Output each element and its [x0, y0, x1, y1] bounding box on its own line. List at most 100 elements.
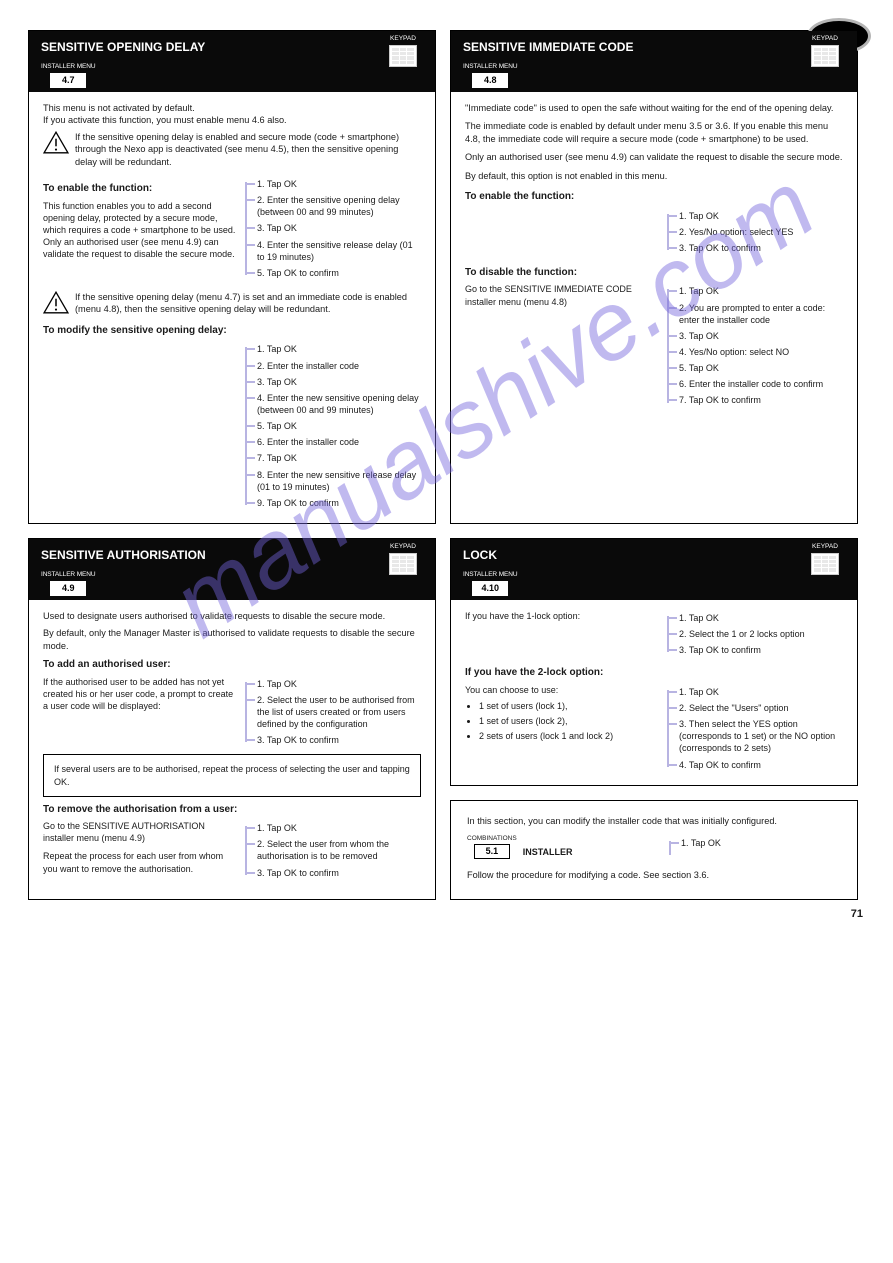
step: 1. Tap OK	[679, 208, 843, 224]
bullet: 1 set of users (lock 1),	[479, 700, 659, 712]
menu-tab: 4.10	[472, 581, 508, 596]
bullet: 1 set of users (lock 2),	[479, 715, 659, 727]
step: 3. Tap OK to confirm	[257, 865, 421, 881]
left-note: If the authorised user to be added has n…	[43, 676, 237, 712]
left-note: Go to the SENSITIVE IMMEDIATE CODE insta…	[465, 283, 659, 307]
warning-block-2: If the sensitive opening delay (menu 4.7…	[43, 291, 421, 316]
left-column: To enable the function: This function en…	[43, 176, 237, 260]
section-enable: To enable the function: This function en…	[43, 176, 421, 281]
step: 9. Tap OK to confirm	[257, 495, 421, 511]
step: 1. Tap OK	[679, 610, 843, 626]
panel-sensitive-immediate-code: SENSITIVE IMMEDIATE CODE INSTALLER MENU …	[450, 30, 858, 524]
panel-lock: LOCK INSTALLER MENU 4.10 KEYPAD If you h…	[450, 538, 858, 786]
panel-body: If you have the 1-lock option: 1. Tap OK…	[451, 600, 857, 785]
bullet: 2 sets of users (lock 1 and lock 2)	[479, 730, 659, 742]
step: 4. Tap OK to confirm	[679, 757, 843, 773]
step-list: 1. Tap OK 2. Select the "Users" option 3…	[667, 684, 843, 773]
keypad-indicator: KEYPAD	[811, 35, 839, 67]
tab-group: INSTALLER MENU 4.7	[41, 63, 95, 88]
step: 5. Tap OK	[257, 418, 421, 434]
intro: Used to designate users authorised to va…	[43, 610, 421, 622]
panel-body: This menu is not activated by default. I…	[29, 92, 435, 523]
step: 5. Tap OK to confirm	[257, 265, 421, 281]
warning-block-1: If the sensitive opening delay is enable…	[43, 131, 421, 168]
panel-title: SENSITIVE AUTHORISATION	[41, 547, 423, 563]
panel-header: SENSITIVE OPENING DELAY INSTALLER MENU 4…	[29, 31, 435, 92]
menu-tab: 4.8	[472, 73, 508, 88]
step: 2. Enter the installer code	[257, 358, 421, 374]
left-note: Go to the SENSITIVE AUTHORISATION instal…	[43, 820, 237, 844]
menu-tab: 4.7	[50, 73, 86, 88]
menu-tab: 4.9	[50, 581, 86, 596]
step: 1. Tap OK	[679, 684, 843, 700]
boxed-note: If several users are to be authorised, r…	[43, 754, 421, 796]
tab-label: INSTALLER MENU	[41, 63, 95, 72]
section-heading: To enable the function:	[465, 190, 843, 204]
step: 1. Tap OK	[257, 820, 421, 836]
step: 3. Tap OK	[679, 328, 843, 344]
panel-title: SENSITIVE OPENING DELAY	[41, 39, 423, 55]
step: 3. Tap OK to confirm	[679, 240, 843, 256]
keypad-icon	[389, 45, 417, 67]
step-rail	[667, 690, 669, 767]
right-bottom-column: LOCK INSTALLER MENU 4.10 KEYPAD If you h…	[450, 538, 858, 900]
step: 2. Yes/No option: select YES	[679, 224, 843, 240]
menu-tab: 5.1	[474, 844, 510, 859]
keypad-indicator: KEYPAD	[811, 543, 839, 575]
keypad-label: KEYPAD	[812, 543, 838, 552]
prelude: Only an authorised user (see menu 4.9) c…	[465, 151, 843, 163]
combos-intro: In this section, you can modify the inst…	[467, 815, 841, 827]
step: 2. Select the 1 or 2 locks option	[679, 626, 843, 642]
step: 2. Select the user from whom the authori…	[257, 836, 421, 864]
step-list: 1. Tap OK 2. Select the user from whom t…	[245, 820, 421, 881]
warning-icon	[43, 131, 69, 154]
step-list: 1. Tap OK 2. Enter the sensitive opening…	[245, 176, 421, 281]
note-line: This menu is not activated by default.	[43, 102, 421, 114]
step-list: 1. Tap OK 2. Yes/No option: select YES 3…	[667, 208, 843, 256]
left-column: You can choose to use: 1 set of users (l…	[465, 684, 659, 746]
step: 1. Tap OK	[257, 176, 421, 192]
step: 4. Enter the sensitive release delay (01…	[257, 237, 421, 265]
step: 3. Tap OK to confirm	[679, 642, 843, 658]
tab-group: COMBINATIONS 5.1	[467, 835, 517, 859]
step: 2. Select the user to be authorised from…	[257, 692, 421, 732]
tab-label: COMBINATIONS	[467, 835, 517, 844]
keypad-indicator: KEYPAD	[389, 543, 417, 575]
step: 6. Enter the installer code	[257, 434, 421, 450]
page-number: 71	[851, 907, 863, 922]
warning-icon	[43, 291, 69, 314]
left-note: You can choose to use:	[465, 684, 659, 696]
keypad-icon	[811, 553, 839, 575]
panel-header: SENSITIVE AUTHORISATION INSTALLER MENU 4…	[29, 539, 435, 600]
keypad-label: KEYPAD	[390, 543, 416, 552]
section-add: If the authorised user to be added has n…	[43, 676, 421, 749]
installer-label: INSTALLER	[523, 846, 573, 859]
combos-row: COMBINATIONS 5.1 INSTALLER 1. Tap OK	[467, 835, 841, 859]
combinations-box: In this section, you can modify the inst…	[450, 800, 858, 901]
keypad-indicator: KEYPAD	[389, 35, 417, 67]
left-note: Repeat the process for each user from wh…	[43, 850, 237, 874]
prelude: "Immediate code" is used to open the saf…	[465, 102, 843, 114]
combos-note: Follow the procedure for modifying a cod…	[467, 869, 841, 881]
section-disable: Go to the SENSITIVE IMMEDIATE CODE insta…	[465, 283, 843, 408]
step: 2. Enter the sensitive opening delay (be…	[257, 192, 421, 220]
section-heading: To enable the function:	[43, 182, 237, 196]
keypad-icon	[389, 553, 417, 575]
tab-group: INSTALLER MENU 4.8	[463, 63, 517, 88]
step: 2. You are prompted to enter a code: ent…	[679, 300, 843, 328]
step: 1. Tap OK	[681, 835, 841, 851]
section-heading: To modify the sensitive opening delay:	[43, 324, 421, 338]
panel-body: "Immediate code" is used to open the saf…	[451, 92, 857, 421]
twolock-row: You can choose to use: 1 set of users (l…	[465, 684, 843, 773]
panel-header: LOCK INSTALLER MENU 4.10 KEYPAD	[451, 539, 857, 600]
panel-body: Used to designate users authorised to va…	[29, 600, 435, 893]
intro-row: If you have the 1-lock option: 1. Tap OK…	[465, 610, 843, 658]
step: 1. Tap OK	[679, 283, 843, 299]
step: 3. Tap OK	[257, 220, 421, 236]
tab-label: INSTALLER MENU	[463, 63, 517, 72]
tab-label: INSTALLER MENU	[41, 571, 95, 580]
left-note: If you have the 1-lock option:	[465, 610, 659, 622]
twolock-heading: If you have the 2-lock option:	[465, 666, 843, 680]
prelude: The immediate code is enabled by default…	[465, 120, 843, 145]
step-list: 1. Tap OK 2. Select the user to be autho…	[245, 676, 421, 749]
